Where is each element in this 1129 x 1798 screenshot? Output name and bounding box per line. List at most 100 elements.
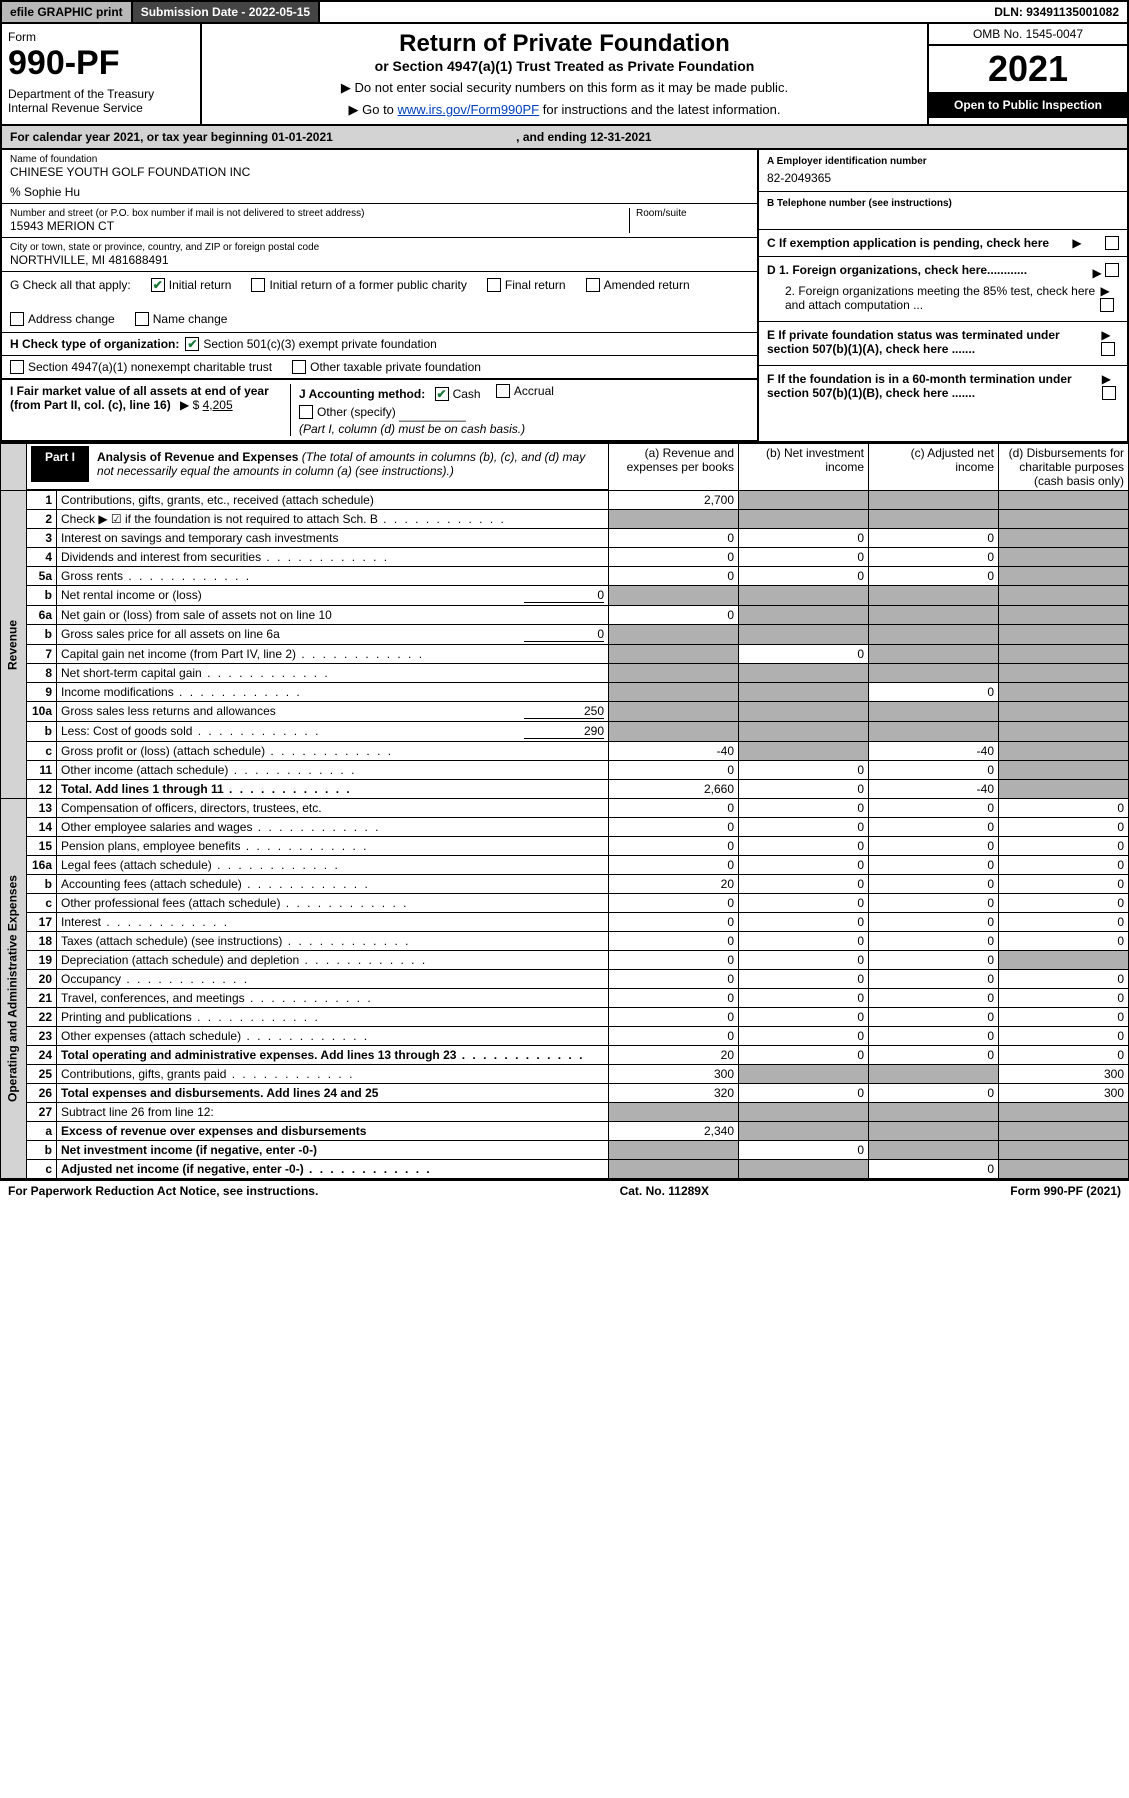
cell-b: 0 [739,875,869,894]
check-cash[interactable]: ✔Cash [435,387,481,401]
cell-b: 0 [739,645,869,664]
check-amended-return[interactable]: Amended return [586,278,690,292]
row-num: 20 [27,970,57,989]
row-desc: Taxes (attach schedule) (see instruction… [57,932,609,951]
check-f[interactable] [1102,386,1116,400]
check-c[interactable] [1105,236,1119,250]
cell-d [999,742,1129,761]
cell-a: 0 [609,799,739,818]
form-subtitle: or Section 4947(a)(1) Trust Treated as P… [208,58,921,74]
cell-c: 0 [869,1008,999,1027]
row-desc: Accounting fees (attach schedule) [57,875,609,894]
cell-b [739,742,869,761]
col-a: (a) Revenue and expenses per books [609,444,739,491]
check-d2[interactable] [1100,298,1114,312]
dept-label: Department of the Treasury Internal Reve… [8,87,194,115]
part1-label: Part I [31,446,89,482]
cell-a: 0 [609,894,739,913]
cell-a [609,586,739,606]
cell-b: 0 [739,761,869,780]
row-desc: Occupancy [57,970,609,989]
row-num: 25 [27,1065,57,1084]
cell-d [999,529,1129,548]
row-desc: Gross sales price for all assets on line… [57,625,609,645]
cell-a: 0 [609,606,739,625]
check-name-change[interactable]: Name change [135,312,228,326]
cell-c: 0 [869,683,999,702]
check-address-change[interactable]: Address change [10,312,115,326]
cell-b [739,683,869,702]
row-desc: Total. Add lines 1 through 11 [57,780,609,799]
check-e[interactable] [1101,342,1115,356]
dln: DLN: 93491135001082 [986,2,1127,22]
cell-c: -40 [869,780,999,799]
check-initial-former[interactable]: Initial return of a former public charit… [251,278,466,292]
cell-d [999,1122,1129,1141]
row-num: 27 [27,1103,57,1122]
cell-b: 0 [739,567,869,586]
row-num: 1 [27,491,57,510]
cell-d: 0 [999,875,1129,894]
row-desc: Legal fees (attach schedule) [57,856,609,875]
cell-a: 0 [609,529,739,548]
check-other-taxable[interactable]: Other taxable private foundation [292,360,481,374]
cell-d [999,664,1129,683]
row-desc: Adjusted net income (if negative, enter … [57,1160,609,1179]
row-desc: Less: Cost of goods sold290 [57,722,609,742]
row-num: 16a [27,856,57,875]
form-word: Form [8,30,194,44]
cell-a [609,1141,739,1160]
cell-c: -40 [869,742,999,761]
c-label: C If exemption application is pending, c… [767,236,1049,250]
address: 15943 MERION CT [10,219,629,233]
cell-a: 0 [609,1008,739,1027]
cell-a: 0 [609,989,739,1008]
row-desc: Other employee salaries and wages [57,818,609,837]
cell-c: 0 [869,970,999,989]
cell-c [869,1141,999,1160]
row-desc: Subtract line 26 from line 12: [57,1103,609,1122]
e-label: E If private foundation status was termi… [767,328,1101,359]
check-other-method[interactable]: Other (specify) [299,405,396,419]
expenses-section-label: Operating and Administrative Expenses [1,799,27,1179]
cell-a [609,702,739,722]
tax-year: 2021 [929,46,1127,92]
row-num: 12 [27,780,57,799]
row-num: 5a [27,567,57,586]
cell-d: 0 [999,894,1129,913]
cell-d: 0 [999,1046,1129,1065]
cell-b: 0 [739,932,869,951]
cell-a: 2,660 [609,780,739,799]
cell-d [999,1141,1129,1160]
cell-a: 0 [609,1027,739,1046]
cell-a: 0 [609,856,739,875]
check-accrual[interactable]: Accrual [496,384,554,398]
cell-c [869,722,999,742]
efile-label[interactable]: efile GRAPHIC print [2,2,133,22]
cell-b: 0 [739,1046,869,1065]
cell-d: 300 [999,1084,1129,1103]
check-initial-return[interactable]: ✔Initial return [151,278,232,292]
check-4947[interactable]: Section 4947(a)(1) nonexempt charitable … [10,360,272,374]
cell-a: 2,700 [609,491,739,510]
cell-c: 0 [869,548,999,567]
row-desc: Dividends and interest from securities [57,548,609,567]
omb-number: OMB No. 1545-0047 [929,24,1127,46]
cell-b [739,722,869,742]
check-d1[interactable] [1105,263,1119,277]
row-num: b [27,1141,57,1160]
d1-label: D 1. Foreign organizations, check here..… [767,263,1027,280]
i-value: 4,205 [203,398,233,412]
row-desc: Other income (attach schedule) [57,761,609,780]
foot-right: Form 990-PF (2021) [1010,1184,1121,1198]
foot-left: For Paperwork Reduction Act Notice, see … [8,1184,318,1198]
cell-c [869,510,999,529]
form990pf-link[interactable]: www.irs.gov/Form990PF [398,102,540,117]
row-desc: Net short-term capital gain [57,664,609,683]
row-desc: Contributions, gifts, grants paid [57,1065,609,1084]
cell-b: 0 [739,818,869,837]
check-501c3[interactable]: ✔Section 501(c)(3) exempt private founda… [185,337,436,351]
cell-a [609,722,739,742]
a-label: A Employer identification number [767,156,1119,167]
check-final-return[interactable]: Final return [487,278,566,292]
